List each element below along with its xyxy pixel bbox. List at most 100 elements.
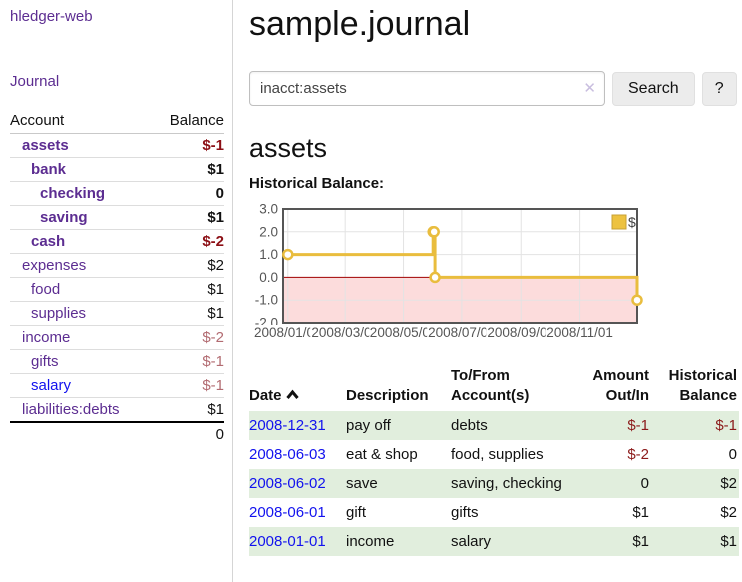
account-balance: $2 (153, 253, 224, 278)
transaction-date-link[interactable]: 2008-06-02 (249, 475, 326, 492)
register-accounts: food, supplies (451, 446, 544, 463)
accounts-header-balance: Balance (153, 109, 224, 134)
accounts-total-value: 0 (153, 421, 224, 446)
register-header-date-label: Date (249, 387, 282, 404)
chart-x-axis-labels: 2008/01/01 2008/03/01 2008/05/01 2008/07/01… (249, 325, 643, 343)
y-axis-tick-label: -1.0 (255, 293, 278, 308)
register-header-amount[interactable]: Amount Out/In (592, 367, 649, 404)
x-axis-tick-label: 2008/01/01 (253, 325, 323, 340)
register-balance: 0 (728, 446, 737, 463)
register-description: save (346, 475, 378, 492)
register-header-date[interactable]: Date (249, 364, 346, 411)
register-header-balance[interactable]: Historical Balance (668, 367, 737, 404)
register-header-tofrom[interactable]: To/From Account(s) (451, 367, 530, 404)
register-row: 2008-06-03 eat & shop food, supplies $-2 0 (249, 440, 739, 469)
account-heading: assets (249, 133, 328, 163)
sidebar: hledger-web Journal Account Balance asse… (0, 0, 233, 582)
register-balance: $2 (720, 504, 737, 521)
register-description: eat & shop (346, 446, 418, 463)
register-header-description[interactable]: Description (346, 387, 429, 404)
register-balance: $1 (720, 533, 737, 550)
register-description: gift (346, 504, 367, 521)
x-axis-tick-label: 2008/07/01 (427, 325, 497, 340)
register-amount: $1 (632, 533, 649, 550)
sidebar-account-link-saving[interactable]: saving (40, 209, 88, 226)
register-accounts: gifts (451, 504, 479, 521)
sort-ascending-icon (285, 389, 299, 399)
sidebar-item-journal[interactable]: Journal (10, 73, 60, 90)
y-axis-tick-label: -2.0 (255, 316, 278, 326)
accounts-total-row: 0 (10, 421, 224, 446)
register-table: Date Description To/From Account(s) Amou… (249, 364, 739, 556)
sidebar-account-link-bank[interactable]: bank (31, 161, 67, 178)
sidebar-account-link-income[interactable]: income (22, 329, 71, 346)
register-accounts: saving, checking (451, 475, 562, 492)
search-button[interactable]: Search (612, 71, 695, 106)
sidebar-account-link-salary[interactable]: salary (31, 377, 72, 394)
historical-balance-chart: $3.0 2.0 1.0 0.0 -1.0 -2.0 2008/01/01 2008/03/… (249, 204, 643, 346)
sidebar-account-link-gifts[interactable]: gifts (31, 353, 59, 370)
transaction-date-link[interactable]: 2008-06-01 (249, 504, 326, 521)
account-balance: $-1 (153, 133, 224, 158)
account-balance: $-2 (153, 325, 224, 350)
x-axis-tick-label: 2008/05/01 (368, 325, 439, 340)
account-row: gifts $-1 (10, 349, 224, 374)
sidebar-account-link-liabilities-debts[interactable]: liabilities:debts (22, 401, 120, 418)
register-row: 2008-01-01 income salary $1 $1 (249, 527, 739, 556)
account-row: food $1 (10, 277, 224, 302)
accounts-table: Account Balance assets $-1 bank $1 checking 0… (10, 109, 224, 446)
sidebar-account-link-cash[interactable]: cash (31, 233, 66, 250)
data-point-marker (282, 248, 294, 261)
account-row: checking 0 (10, 181, 224, 206)
account-row: salary $-1 (10, 373, 224, 398)
account-balance: $1 (153, 157, 224, 182)
register-amount: 0 (640, 475, 649, 492)
sidebar-account-link-expenses[interactable]: expenses (22, 257, 87, 274)
account-balance: $1 (153, 205, 224, 230)
sidebar-account-link-checking[interactable]: checking (40, 185, 106, 202)
sidebar-account-link-food[interactable]: food (31, 281, 61, 298)
register-row: 2008-06-01 gift gifts $1 $2 (249, 498, 739, 527)
register-description: pay off (346, 417, 391, 434)
chart-canvas: $3.0 2.0 1.0 0.0 -1.0 -2.0 (255, 204, 643, 326)
x-axis-tick-label: 2008/09/01 (486, 325, 556, 340)
register-balance: $2 (720, 475, 737, 492)
search-input[interactable] (249, 71, 605, 106)
account-row: supplies $1 (10, 301, 224, 326)
transaction-date-link[interactable]: 2008-06-03 (249, 446, 326, 463)
transaction-date-link[interactable]: 2008-12-31 (249, 417, 326, 434)
clear-search-icon[interactable]: ✕ (583, 80, 596, 97)
page-title: sample.journal (249, 5, 471, 43)
register-amount: $-1 (627, 417, 649, 434)
account-balance: $1 (153, 277, 224, 302)
sidebar-account-link-supplies[interactable]: supplies (31, 305, 87, 322)
sidebar-account-link-assets[interactable]: assets (22, 137, 69, 154)
search-form: ✕ Search ? (249, 71, 739, 106)
help-button[interactable]: ? (701, 71, 737, 106)
y-axis-tick-label: 2.0 (259, 224, 278, 239)
register-accounts: salary (451, 533, 492, 550)
register-row: 2008-12-31 pay off debts $-1 $-1 (249, 411, 739, 440)
register-description: income (346, 533, 395, 550)
account-balance: $1 (153, 397, 224, 423)
app-title-link[interactable]: hledger-web (10, 8, 93, 25)
y-axis-tick-label: 3.0 (259, 204, 278, 217)
register-amount: $-2 (627, 446, 649, 463)
account-balance: $-1 (153, 373, 224, 398)
account-balance: $1 (153, 301, 224, 326)
account-row: saving $1 (10, 205, 224, 230)
account-row: income $-2 (10, 325, 224, 350)
search-input-wrapper: ✕ (249, 71, 605, 106)
data-point-marker (429, 271, 441, 284)
legend-swatch (611, 214, 627, 230)
account-balance: $-1 (153, 349, 224, 374)
legend-label: $ (628, 214, 636, 230)
x-axis-tick-label: 2008/11/01 (545, 325, 614, 340)
plot-border (282, 208, 638, 324)
data-point-marker (631, 294, 643, 306)
main-content: sample.journal ✕ Search ? assets Histori… (233, 0, 742, 582)
account-row: liabilities:debts $1 (10, 397, 224, 423)
transaction-date-link[interactable]: 2008-01-01 (249, 533, 326, 550)
chart-title: Historical Balance: (249, 175, 385, 192)
